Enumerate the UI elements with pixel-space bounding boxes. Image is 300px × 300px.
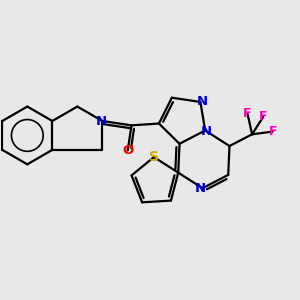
Text: F: F [259, 110, 268, 123]
Text: N: N [196, 95, 208, 108]
Text: N: N [200, 125, 211, 138]
Text: N: N [96, 115, 107, 128]
Text: N: N [195, 182, 206, 195]
Text: F: F [243, 107, 252, 121]
Text: S: S [149, 150, 159, 164]
Text: F: F [268, 125, 277, 138]
Text: O: O [122, 144, 134, 157]
